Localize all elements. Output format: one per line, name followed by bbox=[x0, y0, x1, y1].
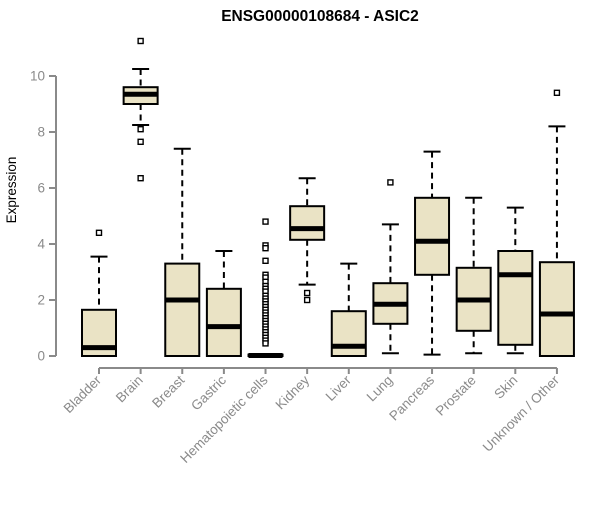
x-tick-label-liver: Liver bbox=[323, 372, 355, 404]
outlier-point bbox=[303, 289, 311, 297]
outlier-point bbox=[262, 218, 269, 225]
outlier-point bbox=[137, 138, 144, 146]
x-tick-label-prostate: Prostate bbox=[433, 373, 479, 419]
boxplot-brain bbox=[122, 37, 159, 182]
outlier-point bbox=[387, 179, 394, 186]
iqr-box bbox=[289, 205, 326, 241]
outlier-point bbox=[262, 244, 269, 252]
iqr-box bbox=[497, 250, 534, 346]
y-tick-label: 4 bbox=[37, 237, 45, 252]
y-tick-label: 2 bbox=[37, 293, 45, 308]
boxplots bbox=[81, 37, 575, 358]
iqr-box bbox=[205, 287, 242, 357]
outlier-point bbox=[303, 296, 311, 304]
outlier-point bbox=[553, 89, 561, 97]
outlier-point bbox=[137, 37, 144, 45]
x-tick-label-breast: Breast bbox=[149, 372, 187, 410]
boxplot-gastric bbox=[205, 250, 242, 357]
y-tick-label: 0 bbox=[37, 349, 45, 364]
x-tick-label-gastric: Gastric bbox=[188, 372, 229, 413]
y-tick-label: 6 bbox=[37, 181, 45, 196]
outlier-point bbox=[262, 257, 269, 264]
iqr-box bbox=[164, 262, 201, 358]
y-tick-label: 8 bbox=[37, 125, 45, 140]
boxplot-lung bbox=[372, 179, 409, 355]
x-tick-label-bladder: Bladder bbox=[61, 372, 105, 416]
boxplot-hematopoietic-cells bbox=[247, 218, 284, 358]
iqr-box bbox=[414, 196, 451, 276]
outlier-point bbox=[262, 340, 269, 347]
outlier-point bbox=[95, 229, 103, 237]
outlier-point bbox=[137, 125, 144, 133]
y-axis-label: Expression bbox=[4, 157, 19, 224]
x-tick-label-skin: Skin bbox=[491, 373, 520, 402]
boxplot-pancreas bbox=[414, 150, 451, 356]
chart-title: ENSG00000108684 - ASIC2 bbox=[221, 8, 419, 25]
x-tick-label-lung: Lung bbox=[364, 373, 396, 405]
boxplot-kidney bbox=[289, 177, 326, 304]
outlier-point bbox=[137, 174, 144, 182]
iqr-box bbox=[330, 310, 367, 358]
boxplot-prostate bbox=[455, 196, 492, 355]
y-tick-label: 10 bbox=[30, 69, 45, 84]
boxplot-breast bbox=[164, 147, 201, 358]
boxplot-bladder bbox=[81, 229, 117, 357]
x-tick-label-kidney: Kidney bbox=[272, 372, 312, 412]
x-tick-label-pancreas: Pancreas bbox=[386, 372, 437, 423]
boxplot-skin bbox=[497, 206, 534, 355]
iqr-box bbox=[538, 261, 575, 358]
x-tick-label-unknown-other: Unknown / Other bbox=[480, 372, 563, 455]
boxplot-unknown-other bbox=[538, 89, 575, 358]
boxplot-liver bbox=[330, 262, 367, 358]
x-tick-label-brain: Brain bbox=[113, 373, 146, 406]
